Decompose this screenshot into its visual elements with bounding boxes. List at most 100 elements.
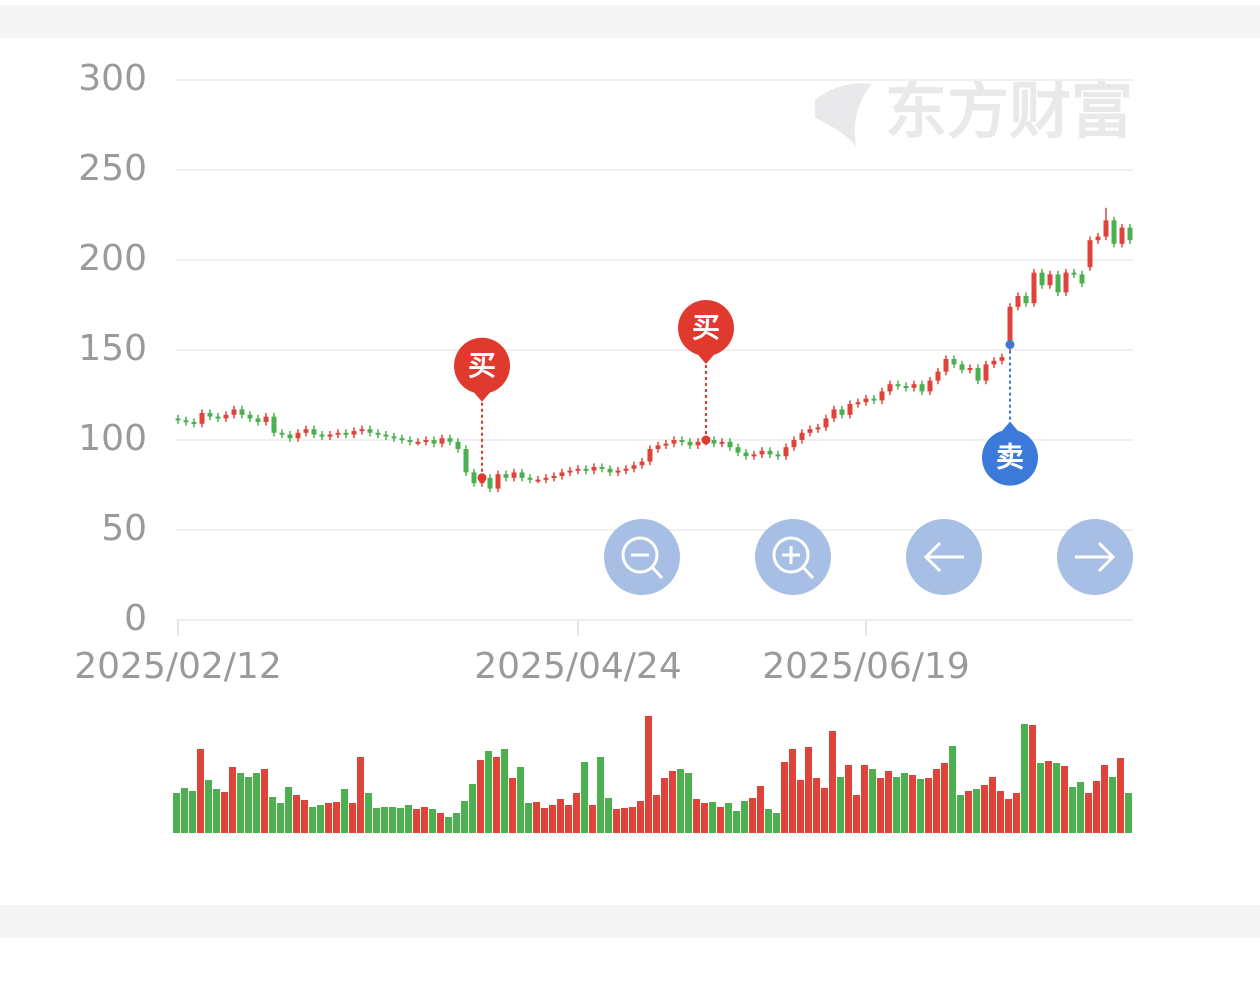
controls — [604, 519, 1133, 595]
volume-bar — [901, 773, 908, 833]
volume-bar — [869, 769, 876, 833]
x-tick-label: 2025/06/19 — [762, 646, 970, 687]
volume-bar — [709, 802, 716, 833]
volume-bar — [573, 793, 580, 833]
left-button[interactable] — [906, 519, 982, 595]
candle-body — [183, 420, 189, 423]
candle-body — [231, 409, 237, 415]
marker-badge — [982, 429, 1038, 486]
candle-body — [1111, 220, 1117, 244]
candle-body — [1079, 274, 1085, 284]
volume-bar — [1069, 787, 1076, 833]
candle-body — [303, 429, 309, 433]
candle-body — [687, 441, 693, 446]
marker-label: 卖 — [996, 441, 1024, 474]
volume-bar — [805, 747, 812, 833]
volume-bar — [733, 811, 740, 833]
candle-body — [1039, 272, 1045, 286]
volume-bar — [893, 777, 900, 833]
volume-bar — [189, 791, 196, 833]
volume-bar — [629, 807, 636, 833]
y-tick-label: 300 — [78, 58, 147, 99]
candle-body — [919, 384, 925, 392]
volume-bar — [245, 777, 252, 833]
marker-point — [701, 435, 711, 445]
candle-body — [735, 447, 741, 453]
candle-body — [759, 450, 765, 455]
volume-bar — [789, 749, 796, 833]
candle-body — [431, 440, 437, 444]
y-tick-label: 250 — [78, 148, 147, 189]
bottom-band — [0, 905, 1260, 938]
zoom-in-button[interactable] — [755, 519, 831, 595]
volume-bar — [205, 780, 212, 833]
volume-bar — [509, 778, 516, 833]
volume-bar — [1013, 793, 1020, 833]
marker-point — [477, 473, 487, 483]
candle-body — [367, 429, 373, 433]
volume-bar — [613, 809, 620, 833]
candle-body — [823, 418, 829, 428]
volume-bar — [781, 762, 788, 833]
volume-bar — [1109, 777, 1116, 833]
volume-bar — [341, 789, 348, 833]
candle-body — [575, 468, 581, 471]
volume-bar — [749, 798, 756, 833]
volume-bar — [965, 791, 972, 833]
zoom-out-button[interactable] — [604, 519, 680, 595]
volume-bar — [269, 797, 276, 833]
volume-bar — [797, 780, 804, 833]
candle-body — [815, 427, 821, 430]
volume-bar — [293, 795, 300, 833]
marker-badge — [454, 337, 510, 394]
candle-body — [583, 468, 589, 471]
marker-point — [1005, 340, 1015, 350]
candle-body — [383, 434, 389, 437]
volume-bar — [717, 807, 724, 833]
candle-body — [247, 414, 253, 419]
candle-body — [1071, 272, 1077, 275]
candle-body — [1087, 240, 1093, 268]
candle-body — [799, 432, 805, 440]
volume-bar — [1117, 758, 1124, 833]
candle-body — [647, 449, 653, 462]
candle-body — [487, 477, 493, 489]
volume-bar — [437, 813, 444, 833]
candle-body — [871, 398, 877, 401]
candle-body — [591, 467, 597, 471]
volume-bar — [517, 767, 524, 833]
volume-bar — [1125, 793, 1132, 833]
candle-body — [639, 461, 645, 466]
candle-body — [743, 452, 749, 457]
candle-body — [511, 472, 517, 478]
right-button[interactable] — [1057, 519, 1133, 595]
candle-body — [295, 432, 301, 439]
candle-body — [447, 438, 453, 442]
volume-bar — [277, 803, 284, 833]
candle-body — [1095, 236, 1101, 241]
candle-body — [335, 432, 341, 435]
candle-body — [879, 391, 885, 401]
candle-body — [191, 422, 197, 424]
volume-bar — [261, 769, 268, 833]
candle-body — [239, 409, 245, 415]
candle-body — [967, 368, 973, 370]
candle-body — [887, 384, 893, 392]
candle-body — [951, 359, 957, 365]
candle-body — [407, 440, 413, 442]
volume-bar — [221, 792, 228, 833]
volume-bar — [597, 757, 604, 833]
candle-body — [1055, 274, 1061, 293]
volume-bar — [829, 731, 836, 833]
candle-body — [223, 414, 229, 419]
candle-body — [391, 436, 397, 439]
volume-bar — [461, 801, 468, 833]
x-tick-label: 2025/02/12 — [74, 646, 282, 687]
volume-bar — [813, 778, 820, 833]
x-tick-label: 2025/04/24 — [474, 646, 682, 687]
candle-body — [983, 364, 989, 381]
volume-bar — [1005, 799, 1012, 833]
candle-body — [287, 434, 293, 439]
volume-bar — [253, 773, 260, 833]
volume-bar — [285, 787, 292, 833]
